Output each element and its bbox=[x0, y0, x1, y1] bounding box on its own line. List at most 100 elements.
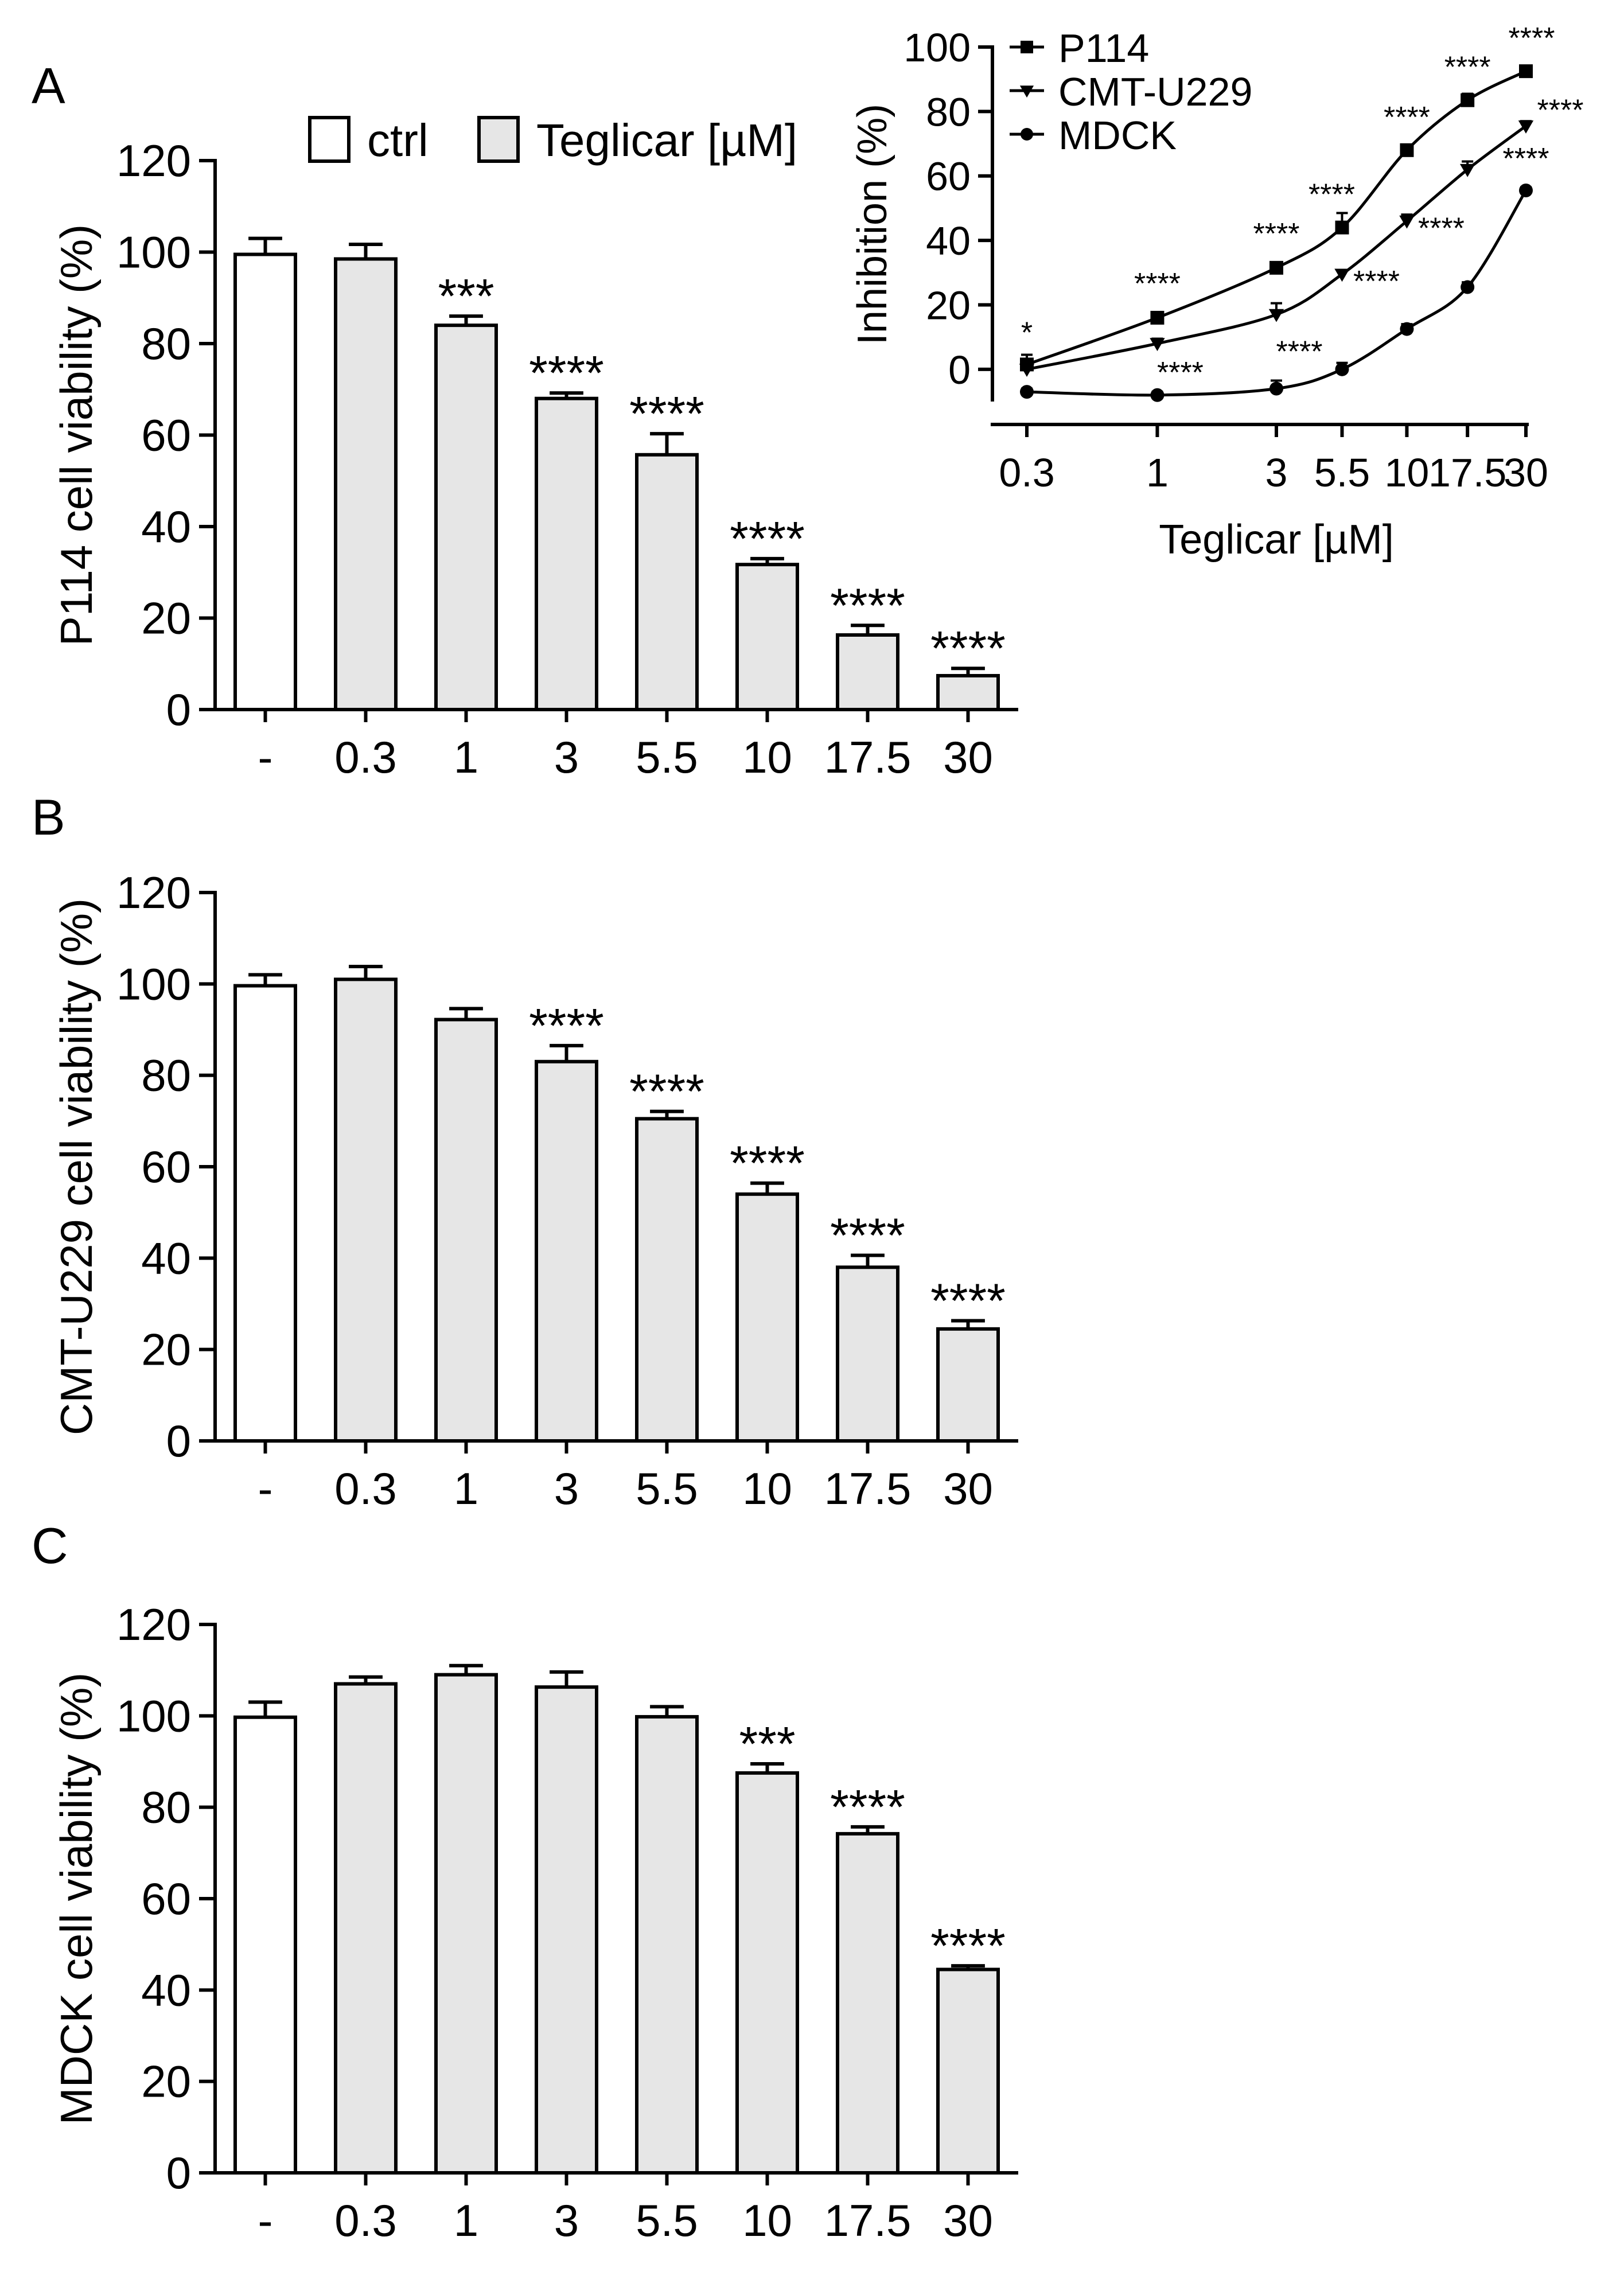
y-tick-label: 100 bbox=[116, 1690, 191, 1741]
series-significance-label: **** bbox=[1157, 356, 1204, 389]
x-tick-label: 1 bbox=[454, 1463, 478, 1514]
bar bbox=[535, 1685, 598, 2175]
x-tick-label: 30 bbox=[943, 2195, 993, 2246]
bar bbox=[936, 1327, 1000, 1443]
series-point-mdck bbox=[1519, 184, 1533, 198]
inset-y-axis-label: Inhibition (%) bbox=[850, 104, 895, 345]
significance-label: **** bbox=[930, 621, 1006, 675]
bar bbox=[836, 1832, 899, 2175]
significance-label: **** bbox=[730, 1136, 805, 1190]
y-tick-label: 0 bbox=[166, 2148, 191, 2198]
y-tick-label: 40 bbox=[141, 1965, 191, 2015]
significance-label: **** bbox=[930, 1273, 1006, 1327]
y-tick-label: 60 bbox=[141, 1141, 191, 1192]
inset-y-tick-label: 80 bbox=[926, 89, 971, 134]
bar bbox=[233, 1715, 297, 2175]
series-significance-label: * bbox=[1021, 316, 1033, 349]
significance-label: **** bbox=[930, 1919, 1006, 1973]
x-tick-label: 0.3 bbox=[334, 732, 396, 782]
series-point-cmt-u229 bbox=[1019, 364, 1035, 377]
series-point-p114 bbox=[1150, 310, 1165, 325]
panel-c: C 0 20 40 60 80 100 120 MDCK cell viability (%)… bbox=[32, 1517, 1018, 2246]
bar bbox=[434, 1673, 498, 2175]
legend-ctrl-label: ctrl bbox=[367, 115, 429, 166]
series-point-p114 bbox=[1335, 220, 1349, 235]
inset-y-tick-label: 100 bbox=[903, 25, 971, 70]
x-tick-label: - bbox=[258, 1463, 273, 1514]
series-point-cmt-u229 bbox=[1459, 163, 1475, 177]
y-tick-label: 120 bbox=[116, 135, 191, 186]
y-tick-label: 100 bbox=[116, 958, 191, 1009]
inset-legend-label: P114 bbox=[1058, 26, 1149, 71]
inset-legend-marker bbox=[1021, 128, 1033, 141]
legend-treated-swatch bbox=[477, 116, 520, 163]
series-point-mdck bbox=[1400, 322, 1414, 336]
series-point-mdck bbox=[1335, 362, 1349, 376]
y-tick-label: 40 bbox=[141, 1233, 191, 1283]
significance-label: **** bbox=[529, 346, 604, 400]
bar bbox=[936, 1967, 1000, 2175]
y-tick-label: 20 bbox=[141, 2056, 191, 2107]
series-point-cmt-u229 bbox=[1268, 309, 1284, 322]
bar bbox=[334, 257, 398, 711]
bar bbox=[535, 396, 598, 711]
significance-label: *** bbox=[739, 1717, 795, 1771]
bar bbox=[735, 563, 799, 711]
significance-label: **** bbox=[830, 1780, 905, 1834]
series-significance-label: **** bbox=[1503, 142, 1549, 176]
x-tick-label: 5.5 bbox=[636, 2195, 698, 2246]
x-tick-label: 5.5 bbox=[636, 732, 698, 782]
legend-ctrl-swatch bbox=[308, 116, 350, 163]
x-tick-label: 17.5 bbox=[824, 2195, 912, 2246]
bar bbox=[434, 1018, 498, 1443]
panel-b: B 0 20 40 60 80 100 120 CMT-U229 cell viability… bbox=[32, 789, 1018, 1514]
series-significance-label: **** bbox=[1308, 178, 1355, 212]
x-tick-label: 10 bbox=[742, 1463, 792, 1514]
series-point-cmt-u229 bbox=[1518, 120, 1534, 134]
y-tick-label: 120 bbox=[116, 1599, 191, 1650]
series-point-p114 bbox=[1269, 260, 1283, 275]
series-point-mdck bbox=[1461, 280, 1475, 294]
inset-x-tick-label: 1 bbox=[1146, 450, 1169, 495]
series-significance-label: **** bbox=[1444, 51, 1491, 84]
bar bbox=[735, 1771, 799, 2175]
x-tick-label: - bbox=[258, 732, 273, 782]
bar bbox=[635, 453, 699, 711]
series-point-mdck bbox=[1269, 381, 1283, 396]
inset-y-tick-label: 60 bbox=[926, 154, 971, 199]
series-significance-label: **** bbox=[1384, 101, 1430, 134]
inset-legend-marker bbox=[1019, 85, 1034, 98]
y-tick-label: 0 bbox=[166, 1416, 191, 1466]
x-tick-label: 1 bbox=[454, 732, 478, 782]
bar bbox=[836, 633, 899, 711]
significance-label: **** bbox=[529, 999, 604, 1053]
series-line-p114 bbox=[1026, 69, 1527, 366]
inset-x-tick-label: 3 bbox=[1265, 450, 1288, 495]
x-tick-label: 3 bbox=[554, 1463, 579, 1514]
inset-y-tick-label: 20 bbox=[926, 283, 971, 328]
y-tick-label: 80 bbox=[141, 1782, 191, 1833]
inset-x-tick-label: 5.5 bbox=[1314, 450, 1370, 495]
inset-legend-label: CMT-U229 bbox=[1058, 69, 1252, 114]
x-tick-label: 30 bbox=[943, 1463, 993, 1514]
inset-legend-label: MDCK bbox=[1058, 113, 1177, 158]
y-tick-label: 40 bbox=[141, 501, 191, 552]
inset-x-tick-label: 17.5 bbox=[1428, 450, 1506, 495]
y-tick-label: 60 bbox=[141, 410, 191, 461]
y-tick-label: 20 bbox=[141, 593, 191, 644]
significance-label: **** bbox=[830, 578, 905, 632]
bar bbox=[434, 324, 498, 711]
y-tick-label: 20 bbox=[141, 1324, 191, 1375]
bar bbox=[635, 1117, 699, 1443]
panel-a: A ctrl Teglicar [µM] 020406080100120P114… bbox=[32, 57, 1018, 782]
bar bbox=[334, 977, 398, 1443]
series-significance-label: **** bbox=[1353, 265, 1400, 298]
y-tick-label: 0 bbox=[166, 684, 191, 735]
x-tick-label: 3 bbox=[554, 2195, 579, 2246]
series-point-cmt-u229 bbox=[1334, 268, 1350, 282]
series-significance-label: **** bbox=[1509, 22, 1555, 55]
